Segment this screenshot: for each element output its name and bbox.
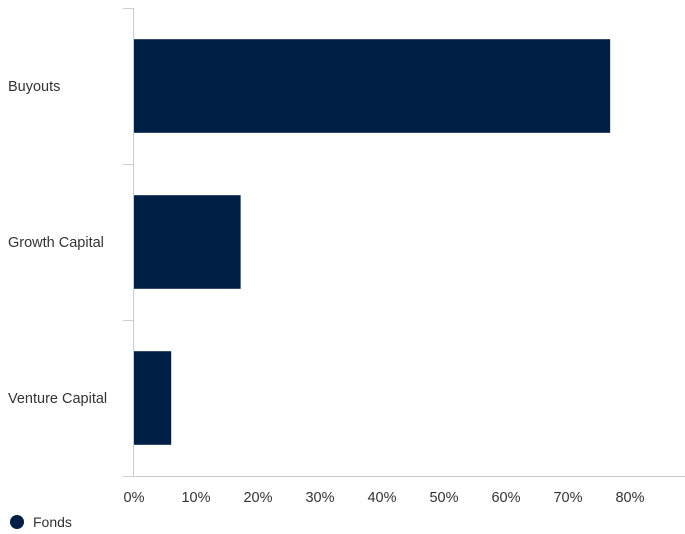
bars: [134, 39, 611, 445]
category-label: Buyouts: [8, 79, 60, 95]
bar[interactable]: [134, 195, 241, 289]
x-tick-label: 20%: [243, 490, 272, 506]
legend-marker: [10, 515, 24, 529]
x-tick-label: 10%: [181, 490, 210, 506]
category-labels: Buyouts Growth Capital Venture Capital: [8, 79, 107, 407]
legend-label: Fonds: [33, 514, 72, 530]
bar[interactable]: [134, 39, 611, 133]
bar[interactable]: [134, 351, 172, 445]
x-tick-label: 0%: [124, 490, 145, 506]
x-tick-label: 60%: [491, 490, 520, 506]
x-tick-labels: 0% 10% 20% 30% 40% 50% 60% 70% 80%: [124, 490, 645, 506]
category-label: Venture Capital: [8, 391, 107, 407]
axis-lines: [123, 8, 685, 477]
category-label: Growth Capital: [8, 235, 104, 251]
x-tick-label: 30%: [305, 490, 334, 506]
x-tick-label: 70%: [553, 490, 582, 506]
legend[interactable]: Fonds: [10, 514, 72, 530]
x-tick-label: 50%: [429, 490, 458, 506]
x-tick-label: 40%: [367, 490, 396, 506]
x-tick-label: 80%: [615, 490, 644, 506]
